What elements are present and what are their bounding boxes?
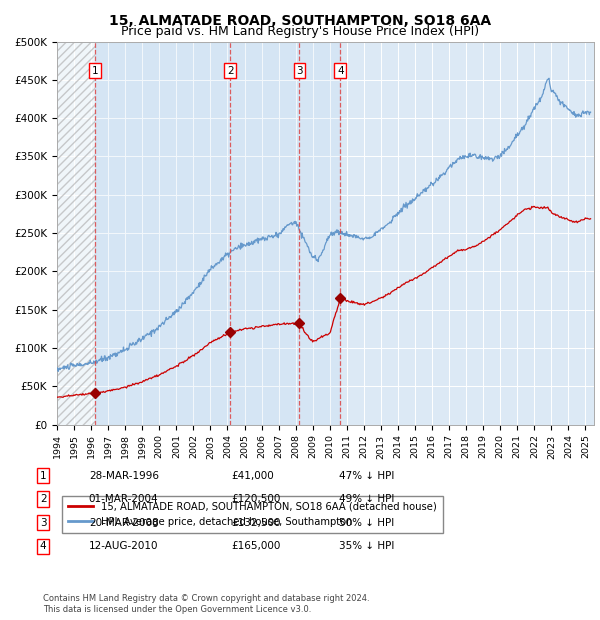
Text: Price paid vs. HM Land Registry's House Price Index (HPI): Price paid vs. HM Land Registry's House … xyxy=(121,25,479,38)
Text: 28-MAR-1996: 28-MAR-1996 xyxy=(89,471,159,480)
Text: £41,000: £41,000 xyxy=(231,471,274,480)
Text: 2: 2 xyxy=(40,494,47,504)
Text: £120,500: £120,500 xyxy=(231,494,280,504)
Text: 50% ↓ HPI: 50% ↓ HPI xyxy=(339,518,394,528)
Text: 01-MAR-2004: 01-MAR-2004 xyxy=(89,494,158,504)
Bar xyxy=(95,42,340,425)
Text: 15, ALMATADE ROAD, SOUTHAMPTON, SO18 6AA: 15, ALMATADE ROAD, SOUTHAMPTON, SO18 6AA xyxy=(109,14,491,28)
Text: 3: 3 xyxy=(296,66,303,76)
Text: 47% ↓ HPI: 47% ↓ HPI xyxy=(339,471,394,480)
Legend: 15, ALMATADE ROAD, SOUTHAMPTON, SO18 6AA (detached house), HPI: Average price, d: 15, ALMATADE ROAD, SOUTHAMPTON, SO18 6AA… xyxy=(62,496,443,533)
Text: £132,500: £132,500 xyxy=(231,518,281,528)
Bar xyxy=(57,42,95,425)
Text: 12-AUG-2010: 12-AUG-2010 xyxy=(89,541,158,551)
Text: 1: 1 xyxy=(92,66,98,76)
Text: 2: 2 xyxy=(227,66,233,76)
Text: 49% ↓ HPI: 49% ↓ HPI xyxy=(339,494,394,504)
Text: 1: 1 xyxy=(40,471,47,480)
Text: Contains HM Land Registry data © Crown copyright and database right 2024.
This d: Contains HM Land Registry data © Crown c… xyxy=(43,595,370,614)
Text: 4: 4 xyxy=(337,66,344,76)
Text: 4: 4 xyxy=(40,541,47,551)
Text: £165,000: £165,000 xyxy=(231,541,280,551)
Text: 3: 3 xyxy=(40,518,47,528)
Text: 35% ↓ HPI: 35% ↓ HPI xyxy=(339,541,394,551)
Text: 20-MAR-2008: 20-MAR-2008 xyxy=(89,518,158,528)
